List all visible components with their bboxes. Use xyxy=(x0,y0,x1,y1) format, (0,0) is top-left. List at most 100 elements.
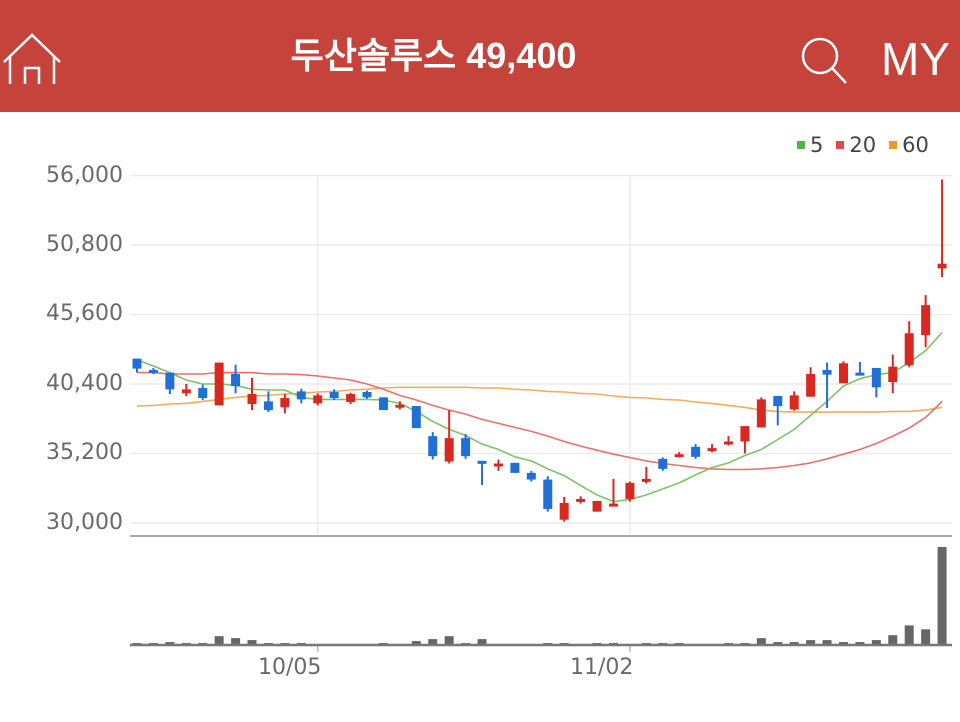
candle-down xyxy=(165,372,175,390)
volume-bar xyxy=(871,640,881,645)
y-tick-label: 45,600 xyxy=(46,301,123,326)
volume-bar xyxy=(822,640,832,645)
chart-legend: 5 20 60 xyxy=(797,132,929,158)
candle-up xyxy=(608,503,618,507)
candle-up xyxy=(280,398,290,408)
legend-item-ma20: 20 xyxy=(836,133,876,157)
app-header: 두산솔루스 49,400 MY xyxy=(0,0,960,112)
volume-bar xyxy=(231,638,241,645)
candlestick-chart[interactable] xyxy=(0,112,960,722)
volume-bar xyxy=(477,639,487,645)
volume-bar xyxy=(888,635,898,645)
candle-up xyxy=(740,426,750,442)
legend-swatch-ma60 xyxy=(889,141,898,149)
home-button[interactable] xyxy=(2,32,62,86)
search-icon xyxy=(801,37,847,84)
volume-bar xyxy=(838,642,848,645)
candle-up xyxy=(707,448,717,452)
candle-down xyxy=(296,391,306,400)
candle-down xyxy=(822,369,832,375)
y-tick-label: 30,000 xyxy=(46,510,123,535)
volume-bar xyxy=(411,641,421,645)
legend-label: 60 xyxy=(902,133,929,157)
candle-up xyxy=(756,399,766,428)
candle-up xyxy=(247,394,257,405)
y-tick-label: 50,800 xyxy=(46,232,123,257)
candle-up xyxy=(576,498,586,502)
ma20-line xyxy=(137,371,943,471)
candle-up xyxy=(789,395,799,410)
candle-down xyxy=(543,479,553,509)
candle-up xyxy=(674,454,684,458)
candle-down xyxy=(231,373,241,387)
volume-bar xyxy=(428,639,438,645)
legend-swatch-ma20 xyxy=(836,141,845,149)
candle-up xyxy=(592,500,602,512)
page-title: 두산솔루스 49,400 xyxy=(0,36,867,76)
stock-name: 두산솔루스 xyxy=(290,35,457,76)
candle-down xyxy=(477,460,487,464)
candle-down xyxy=(510,462,520,473)
candle-up xyxy=(723,441,733,445)
candle-down xyxy=(329,392,339,399)
volume-bar xyxy=(444,636,454,645)
search-button[interactable] xyxy=(799,36,851,86)
candle-up xyxy=(641,478,651,482)
ma5-line xyxy=(136,331,943,503)
candle-down xyxy=(378,397,388,411)
candle-up xyxy=(625,482,635,499)
my-button[interactable]: MY xyxy=(881,33,950,85)
candle-down xyxy=(773,396,783,407)
candle-down xyxy=(362,392,372,398)
volume-bar xyxy=(773,642,783,645)
candle-up xyxy=(806,373,816,397)
candle-up xyxy=(395,404,405,408)
candle-down xyxy=(461,438,471,457)
volume-bar xyxy=(921,629,931,645)
candle-up xyxy=(904,333,914,366)
candle-up xyxy=(214,362,224,406)
candle-down xyxy=(428,436,438,457)
current-price: 49,400 xyxy=(466,35,577,76)
y-tick-label: 35,200 xyxy=(46,440,123,465)
candle-up xyxy=(444,438,454,462)
candle-up xyxy=(838,363,848,384)
candle-up xyxy=(921,305,931,336)
volume-bar xyxy=(904,625,914,645)
candle-up xyxy=(181,389,191,394)
candle-down xyxy=(263,401,273,411)
volume-bar xyxy=(855,642,865,645)
candle-down xyxy=(526,472,536,480)
candle-down xyxy=(132,358,142,369)
x-tick-label: 10/05 xyxy=(258,655,322,680)
candle-down xyxy=(691,446,701,457)
y-tick-label: 40,400 xyxy=(46,371,123,396)
legend-label: 5 xyxy=(810,133,824,157)
volume-bar xyxy=(247,640,257,645)
candle-up xyxy=(346,394,356,403)
ma60-line xyxy=(136,386,943,413)
legend-item-ma60: 60 xyxy=(889,133,929,157)
candle-down xyxy=(855,372,865,376)
candle-up xyxy=(888,366,898,382)
candle-down xyxy=(411,406,421,429)
volume-bar xyxy=(165,642,175,645)
candle-up xyxy=(493,463,503,467)
volume-bar xyxy=(789,642,799,645)
legend-swatch-ma5 xyxy=(797,141,805,149)
volume-bar xyxy=(756,638,766,645)
candle-up xyxy=(937,263,947,269)
candle-up xyxy=(559,502,569,520)
legend-item-ma5: 5 xyxy=(797,133,823,157)
volume-bar xyxy=(937,547,947,645)
candle-down xyxy=(871,367,881,388)
candle-down xyxy=(148,369,158,373)
candle-down xyxy=(198,388,208,399)
candle-down xyxy=(658,458,668,469)
y-tick-label: 56,000 xyxy=(46,163,123,188)
home-icon xyxy=(3,33,61,84)
volume-bar xyxy=(806,640,816,645)
legend-label: 20 xyxy=(849,133,877,157)
x-tick-label: 11/02 xyxy=(570,655,634,680)
volume-bar xyxy=(214,636,224,645)
